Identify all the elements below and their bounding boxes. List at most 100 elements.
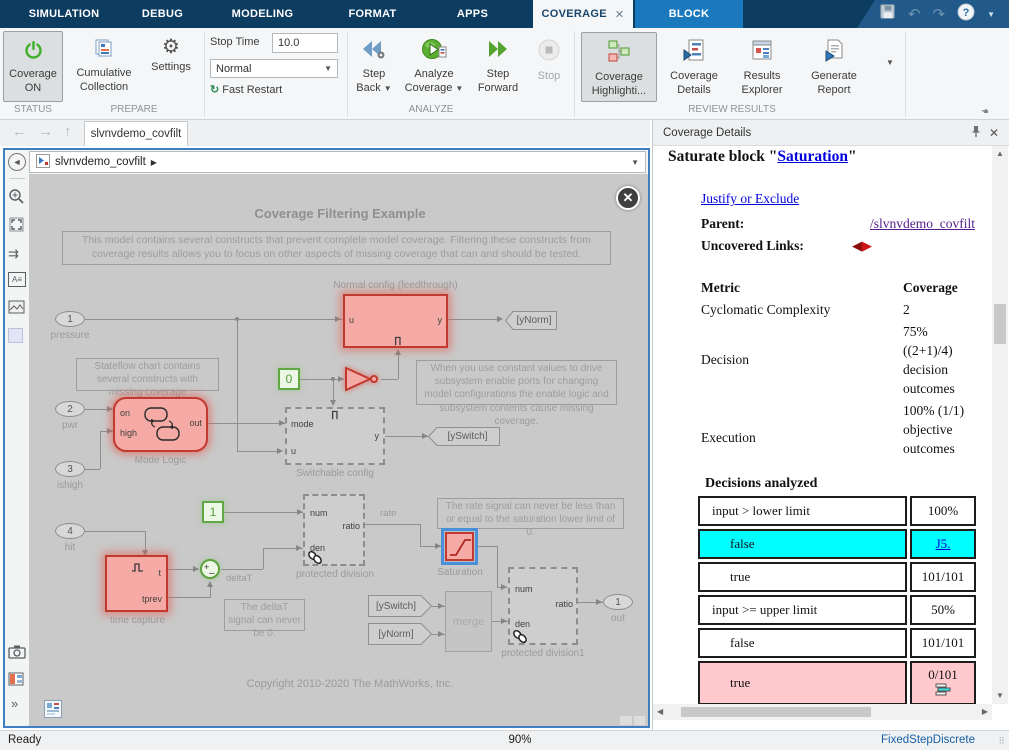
block-protected-division1[interactable]: num den ratio <box>508 567 578 645</box>
camera-icon[interactable] <box>8 644 26 664</box>
document-tab[interactable]: slvnvdemo_covfilt <box>84 121 188 146</box>
block-switchable-config[interactable]: ∏ mode u y <box>285 407 385 465</box>
block-normal-config[interactable]: u y ∏ <box>343 294 448 348</box>
tab-apps[interactable]: APPS <box>456 8 489 20</box>
help-icon[interactable]: ? <box>957 3 975 26</box>
step-back-button[interactable]: Step Back ▼ <box>350 31 398 109</box>
settings-button[interactable]: ⚙ Settings <box>142 31 200 107</box>
tab-format[interactable]: FORMAT <box>348 8 397 20</box>
viewmarks-icon[interactable] <box>8 672 24 691</box>
coverage-on-button[interactable]: Coverage ON <box>3 31 63 102</box>
scroll-down-icon[interactable]: ▼ <box>996 691 1004 700</box>
from-tag-ynorm[interactable]: [yNorm] <box>368 623 433 645</box>
wire <box>477 546 497 547</box>
tab-debug[interactable]: DEBUG <box>141 8 184 20</box>
block-label: Saturation <box>437 567 483 578</box>
block-not-gate[interactable] <box>344 366 384 397</box>
breadcrumb[interactable]: slvnvdemo_covfilt ▶ ▼ <box>29 151 646 173</box>
redo-icon[interactable]: ↷ <box>932 5 946 23</box>
block-merge[interactable]: merge <box>445 591 492 652</box>
block-sum[interactable]: + – <box>200 559 220 579</box>
coverage-highlighting-button[interactable]: Coverage Highlighti... <box>581 32 657 102</box>
inport-pressure[interactable]: 1 <box>55 311 85 327</box>
block-constant-one[interactable]: 1 <box>202 501 224 523</box>
scroll-right-icon[interactable]: ▶ <box>981 707 988 716</box>
tab-coverage[interactable]: COVERAGE ✕ <box>533 0 633 28</box>
inport-ishigh[interactable]: 3 <box>55 461 85 477</box>
tab-block[interactable]: BLOCK <box>635 0 743 28</box>
panel-hscrollbar[interactable]: ◀ ▶ <box>653 704 992 720</box>
close-icon[interactable]: ✕ <box>614 8 625 21</box>
scroll-left-icon[interactable]: ◀ <box>657 707 664 716</box>
parent-model-link[interactable]: /slvnvdemo_covfilt <box>870 216 975 231</box>
arrowhead <box>422 432 428 439</box>
chevron-down-icon: ▼ <box>324 64 332 73</box>
stacked-documents-icon <box>68 38 140 64</box>
wire <box>333 379 334 403</box>
zoom-icon[interactable] <box>8 188 25 210</box>
minus-sign: – <box>209 568 215 579</box>
panel-vscrollbar[interactable]: ▲ ▼ <box>992 146 1008 704</box>
scroll-thumb[interactable] <box>681 707 871 717</box>
justification-link[interactable]: J5. <box>935 536 951 551</box>
add-justification-icon[interactable] <box>935 683 951 700</box>
save-icon[interactable] <box>879 3 896 25</box>
forward-arrow-icon[interactable]: → <box>38 123 53 140</box>
undo-icon[interactable]: ↶ <box>907 5 921 23</box>
block-time-capture[interactable]: t tprev <box>105 555 168 612</box>
expand-palette-icon[interactable]: » <box>11 696 19 711</box>
up-arrow-icon[interactable]: ↑ <box>64 123 72 140</box>
stop-time-input[interactable]: 10.0 <box>272 33 338 53</box>
outport-out[interactable]: 1 <box>603 594 633 610</box>
annotation-icon[interactable]: A≡ <box>8 272 26 287</box>
saturation-link[interactable]: Saturation <box>777 148 848 165</box>
block-mode-logic[interactable]: on high out <box>113 397 208 452</box>
step-forward-button[interactable]: Step Forward <box>470 31 526 109</box>
next-uncovered-icon[interactable]: ▶ <box>862 238 872 253</box>
stop-button[interactable]: Stop <box>528 31 570 109</box>
goto-tag-yswitch[interactable]: [ySwitch] <box>427 427 500 446</box>
cumulative-collection-button[interactable]: Cumulative Collection <box>68 31 140 109</box>
coverage-legend-icon[interactable] <box>44 700 62 718</box>
block-protected-division[interactable]: num den ratio <box>303 494 365 566</box>
inport-hit[interactable]: 4 <box>55 523 85 539</box>
enable-port-icon: ∏ <box>331 409 339 419</box>
simulation-mode-select[interactable]: Normal ▼ <box>210 59 338 78</box>
from-tag-yswitch[interactable]: [ySwitch] <box>368 595 433 617</box>
coverage-details-button[interactable]: Coverage Details <box>662 32 726 108</box>
goto-tag-ynorm[interactable]: [yNorm] <box>504 311 557 330</box>
collapse-ribbon-icon[interactable]: ▲ ▔ <box>982 106 990 120</box>
close-highlighting-icon[interactable]: ✕ <box>616 186 640 210</box>
generate-report-button[interactable]: Generate Report <box>798 32 870 108</box>
review-results-more-button[interactable]: ▼ <box>882 56 898 70</box>
results-explorer-button[interactable]: Results Explorer <box>730 32 794 108</box>
wire <box>448 319 500 320</box>
fit-to-view-icon[interactable] <box>8 216 25 238</box>
tab-modeling[interactable]: MODELING <box>231 8 294 20</box>
area-icon[interactable] <box>8 328 23 343</box>
block-label: Mode Logic <box>134 455 187 466</box>
analyze-coverage-button[interactable]: Analyze Coverage ▼ <box>402 31 466 109</box>
chevron-down-icon[interactable]: ▼ <box>987 9 995 19</box>
pin-icon[interactable] <box>971 125 981 141</box>
plus-sign: + <box>204 562 210 572</box>
image-icon[interactable] <box>8 300 25 319</box>
fast-restart-toggle[interactable]: ↻ Fast Restart <box>210 84 283 96</box>
wire <box>578 602 603 603</box>
tab-simulation[interactable]: SIMULATION <box>28 8 100 20</box>
justify-or-exclude-link[interactable]: Justify or Exclude <box>701 191 800 206</box>
block-constant-zero[interactable]: 0 <box>278 368 300 390</box>
back-arrow-icon[interactable]: ← <box>12 123 27 140</box>
arrowhead <box>501 583 507 590</box>
scroll-up-icon[interactable]: ▲ <box>996 149 1004 158</box>
close-icon[interactable]: ✕ <box>988 125 999 140</box>
hide-explorer-bar-icon[interactable]: ◄ <box>8 153 26 171</box>
inport-pwr[interactable]: 2 <box>55 401 85 417</box>
chevron-down-icon[interactable]: ▼ <box>631 157 639 167</box>
scroll-thumb[interactable] <box>994 304 1006 344</box>
wire <box>365 524 420 525</box>
block-saturation[interactable] <box>441 528 478 565</box>
prev-uncovered-icon[interactable]: ◀ <box>852 238 862 253</box>
signal-routing-icon[interactable]: ⇉ <box>8 246 19 261</box>
solver-name[interactable]: FixedStepDiscrete <box>881 734 975 746</box>
